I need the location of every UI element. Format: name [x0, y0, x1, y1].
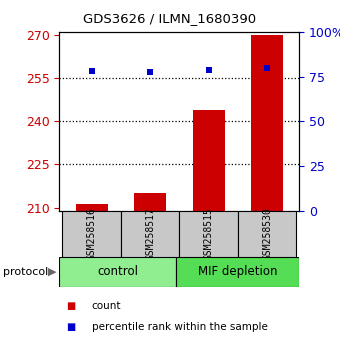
Text: GSM258517: GSM258517 — [145, 207, 155, 260]
Bar — [176, 257, 299, 287]
Bar — [238, 211, 296, 257]
Text: MIF depletion: MIF depletion — [198, 265, 277, 278]
Bar — [251, 35, 283, 211]
Text: control: control — [98, 265, 138, 278]
Bar — [134, 193, 166, 211]
Bar — [121, 211, 180, 257]
Bar — [59, 257, 176, 287]
Text: percentile rank within the sample: percentile rank within the sample — [92, 322, 268, 332]
Bar — [180, 211, 238, 257]
Text: ▶: ▶ — [49, 267, 57, 277]
Bar — [75, 204, 108, 211]
Text: GSM258516: GSM258516 — [87, 207, 97, 260]
Text: protocol: protocol — [3, 267, 49, 277]
Text: ■: ■ — [66, 301, 75, 311]
Text: GDS3626 / ILMN_1680390: GDS3626 / ILMN_1680390 — [83, 12, 257, 25]
Bar — [192, 110, 225, 211]
Text: GSM258515: GSM258515 — [204, 207, 214, 260]
Bar — [63, 211, 121, 257]
Text: ■: ■ — [66, 322, 75, 332]
Text: count: count — [92, 301, 121, 311]
Text: GSM258530: GSM258530 — [262, 207, 272, 260]
